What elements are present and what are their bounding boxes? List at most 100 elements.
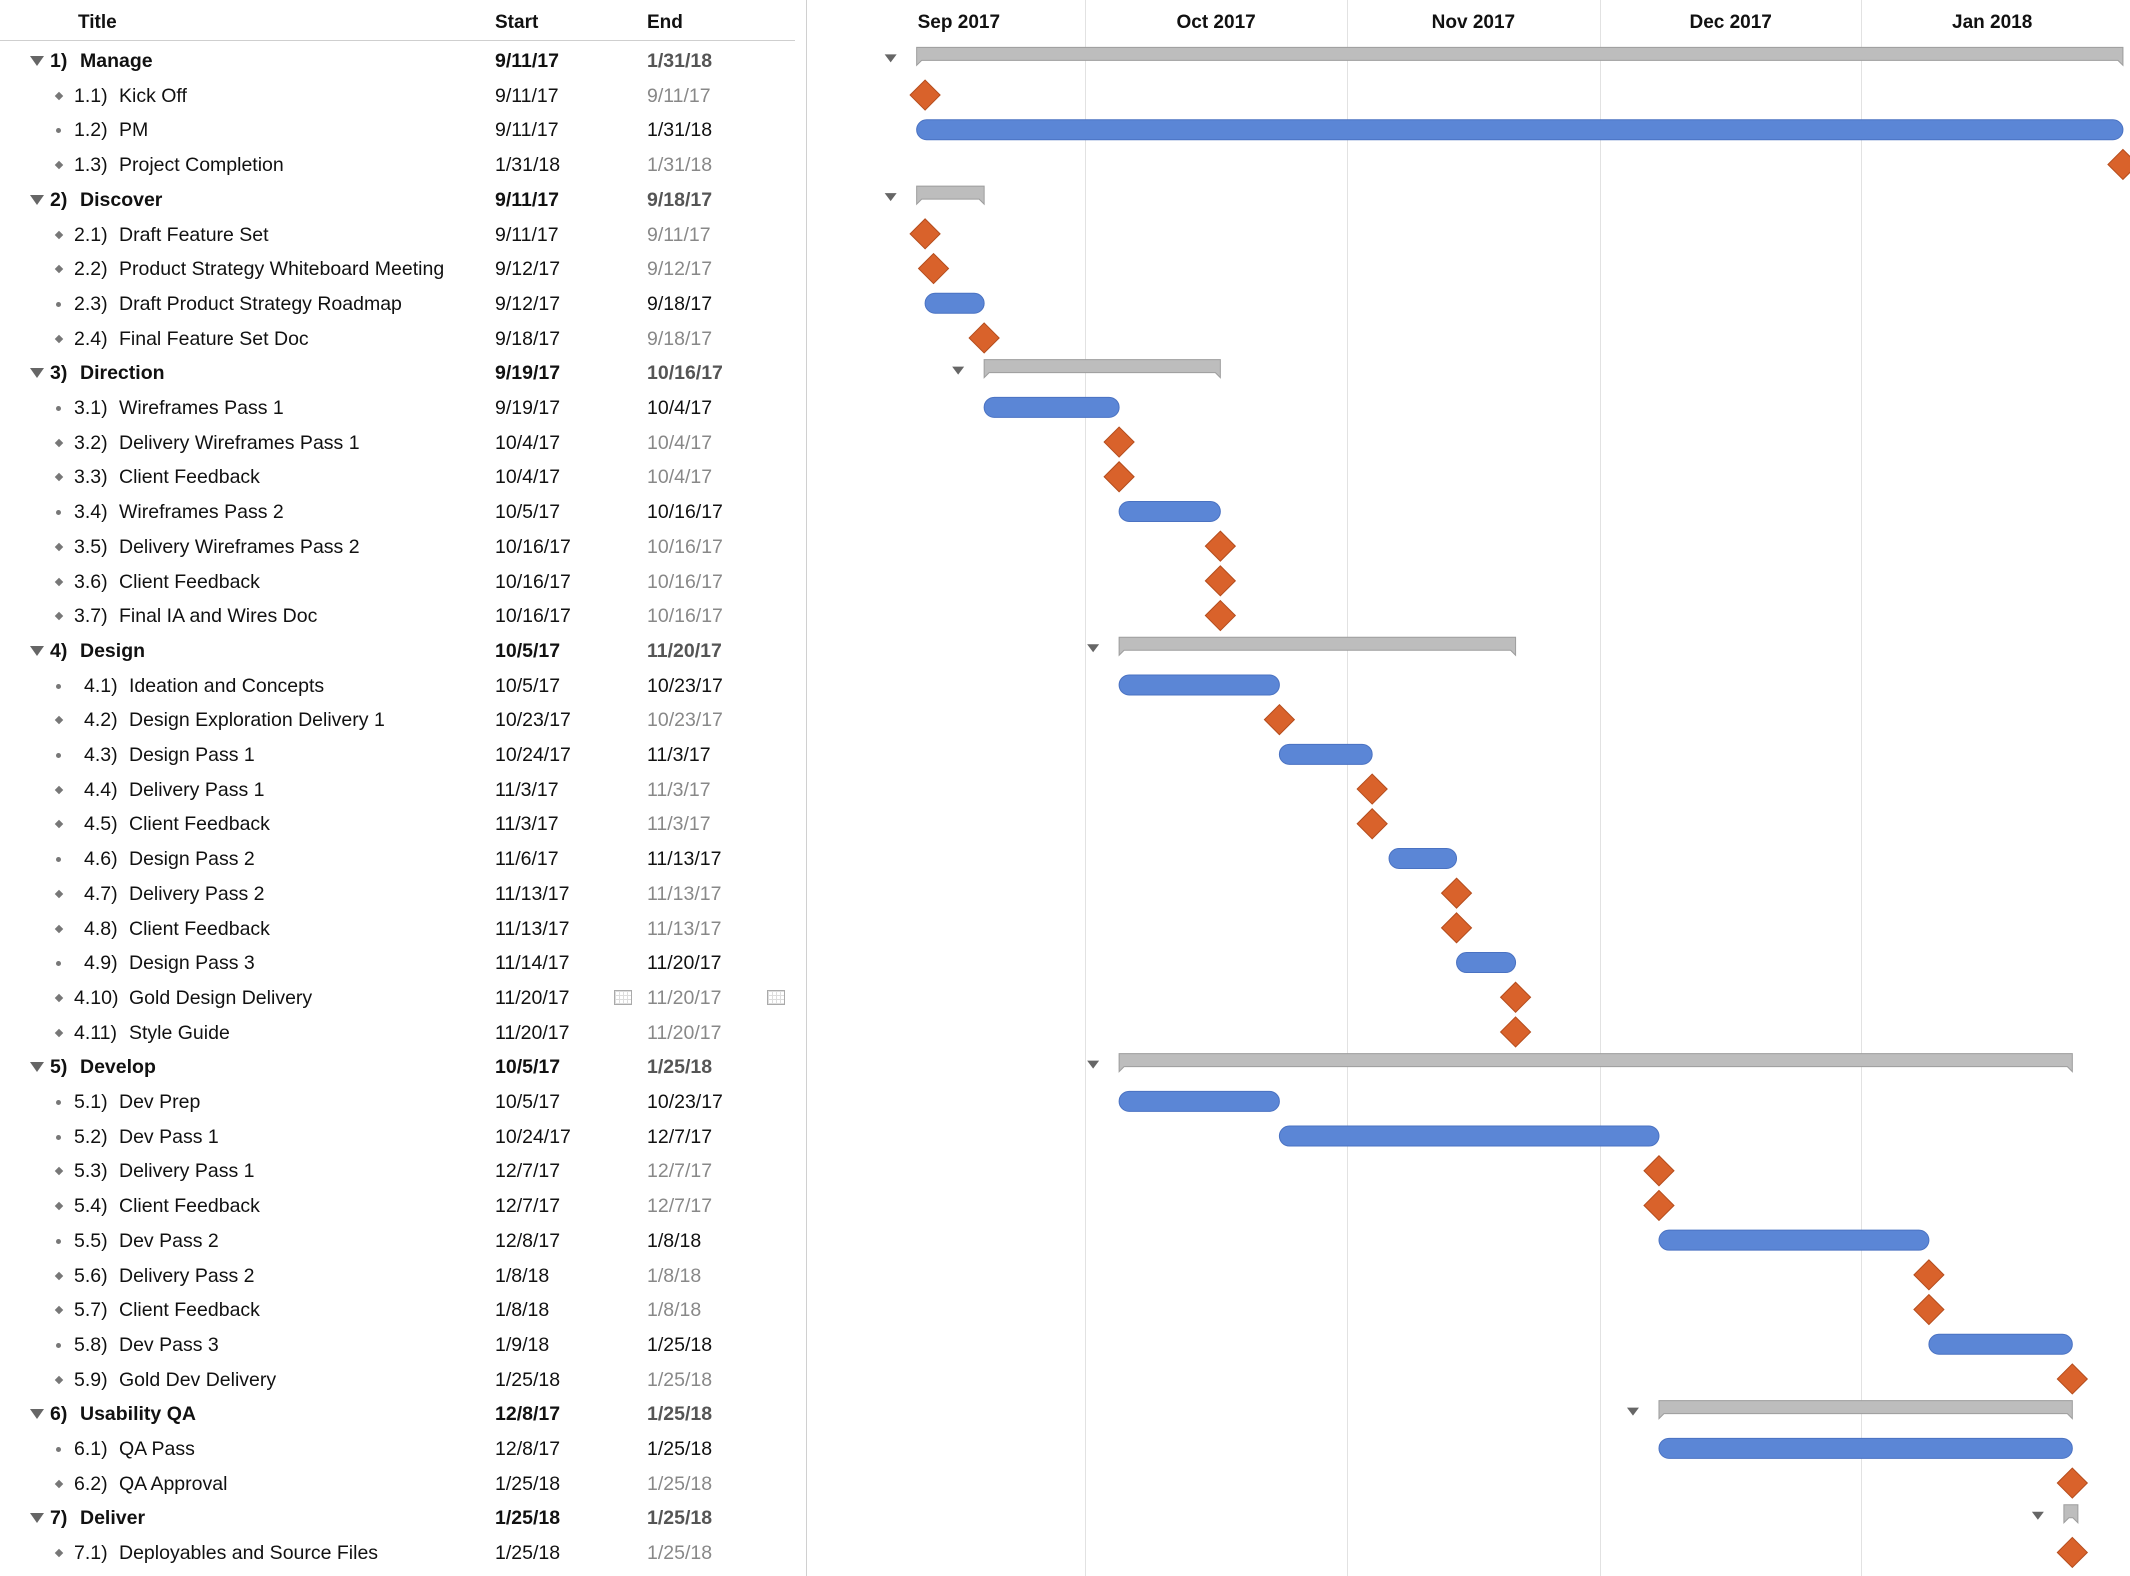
task-row-1-1[interactable]: 1.1) Kick Off 9/11/17 9/11/17 <box>0 78 795 112</box>
milestone-diamond[interactable] <box>1499 1016 1532 1048</box>
task-end-date[interactable]: 11/20/17 <box>647 1021 722 1044</box>
task-title[interactable]: Usability QA <box>80 1403 196 1426</box>
task-row-6-1[interactable]: 6.1) QA Pass 12/8/17 1/25/18 <box>0 1431 795 1465</box>
task-start-date[interactable]: 10/23/17 <box>495 709 571 732</box>
task-end-date[interactable]: 9/18/17 <box>647 188 713 211</box>
summary-bar[interactable] <box>2063 1504 2079 1524</box>
task-end-date[interactable]: 9/12/17 <box>647 258 713 281</box>
task-row-2-1[interactable]: 2.1) Draft Feature Set 9/11/17 9/11/17 <box>0 217 795 251</box>
task-start-date[interactable]: 12/8/17 <box>495 1229 561 1252</box>
task-start-date[interactable]: 9/12/17 <box>495 292 561 315</box>
task-start-date[interactable]: 10/5/17 <box>495 674 561 697</box>
task-start-date[interactable]: 11/13/17 <box>495 882 570 905</box>
task-bar[interactable] <box>1456 952 1517 974</box>
task-end-date[interactable]: 10/16/17 <box>647 501 723 524</box>
task-title[interactable]: Delivery Pass 1 <box>129 778 265 801</box>
task-row-2-3[interactable]: 2.3) Draft Product Strategy Roadmap 9/12/1… <box>0 286 795 320</box>
group-row-3[interactable]: 3) Direction 9/19/17 10/16/17 <box>0 355 795 389</box>
task-bar[interactable] <box>924 292 985 314</box>
task-end-date[interactable]: 1/31/18 <box>647 50 713 72</box>
task-end-date[interactable]: 1/25/18 <box>647 1472 713 1495</box>
task-row-4-11[interactable]: 4.11) Style Guide 11/20/17 11/20/17 <box>0 1015 795 1049</box>
task-end-date[interactable]: 10/16/17 <box>647 362 723 385</box>
task-start-date[interactable]: 1/9/18 <box>495 1333 550 1356</box>
task-row-5-5[interactable]: 5.5) Dev Pass 2 12/8/17 1/8/18 <box>0 1223 795 1257</box>
task-row-4-5[interactable]: 4.5) Client Feedback 11/3/17 11/3/17 <box>0 806 795 840</box>
task-title[interactable]: Design <box>80 639 146 662</box>
task-row-6-2[interactable]: 6.2) QA Approval 1/25/18 1/25/18 <box>0 1466 795 1500</box>
task-row-4-10[interactable]: 4.10) Gold Design Delivery 11/20/17 11/20/1… <box>0 980 795 1014</box>
milestone-diamond[interactable] <box>1913 1293 1945 1326</box>
group-row-1[interactable]: 1) Manage 9/11/17 1/31/18 <box>0 43 795 77</box>
task-end-date[interactable]: 11/3/17 <box>647 778 711 801</box>
task-end-date[interactable]: 1/25/18 <box>647 1438 713 1460</box>
task-title[interactable]: Gold Design Delivery <box>129 986 313 1009</box>
task-title[interactable]: Client Feedback <box>119 570 260 593</box>
column-header-start[interactable]: Start <box>495 12 539 33</box>
task-title[interactable]: Discover <box>80 188 163 211</box>
task-end-date[interactable]: 1/31/18 <box>647 154 713 177</box>
task-start-date[interactable]: 9/11/17 <box>495 50 559 72</box>
milestone-diamond[interactable] <box>1103 426 1135 458</box>
task-end-date[interactable]: 1/8/18 <box>647 1299 702 1322</box>
milestone-diamond[interactable] <box>1643 1155 1675 1187</box>
task-title[interactable]: Style Guide <box>129 1021 230 1044</box>
task-row-3-7[interactable]: 3.7) Final IA and Wires Doc 10/16/17 10/16/… <box>0 598 795 632</box>
task-title[interactable]: Delivery Wireframes Pass 2 <box>119 535 360 558</box>
group-row-6[interactable]: 6) Usability QA 12/8/17 1/25/18 <box>0 1396 795 1430</box>
task-start-date[interactable]: 12/8/17 <box>495 1403 561 1426</box>
task-title[interactable]: Draft Feature Set <box>119 223 269 246</box>
task-title[interactable]: PM <box>119 119 149 142</box>
disclosure-triangle-icon[interactable] <box>30 1409 44 1420</box>
task-title[interactable]: Wireframes Pass 2 <box>119 501 284 524</box>
task-title[interactable]: Final Feature Set Doc <box>119 327 309 350</box>
task-end-date[interactable]: 11/20/17 <box>647 639 722 662</box>
task-start-date[interactable]: 10/5/17 <box>495 1056 561 1079</box>
task-title[interactable]: Ideation and Concepts <box>129 674 325 697</box>
pane-divider[interactable] <box>806 0 807 1576</box>
task-end-date[interactable]: 1/8/18 <box>647 1264 702 1287</box>
task-start-date[interactable]: 9/11/17 <box>495 188 559 211</box>
task-start-date[interactable]: 1/25/18 <box>495 1472 561 1495</box>
task-end-date[interactable]: 1/31/18 <box>647 119 713 142</box>
task-end-date[interactable]: 11/20/17 <box>647 986 722 1009</box>
task-row-5-6[interactable]: 5.6) Delivery Pass 2 1/8/18 1/8/18 <box>0 1258 795 1292</box>
task-row-4-3[interactable]: 4.3) Design Pass 1 10/24/17 11/3/17 <box>0 737 795 771</box>
task-title[interactable]: Client Feedback <box>119 466 260 489</box>
task-title[interactable]: Deployables and Source Files <box>119 1542 379 1565</box>
task-start-date[interactable]: 10/5/17 <box>495 639 561 662</box>
task-bar[interactable] <box>1928 1333 2073 1355</box>
task-start-date[interactable]: 9/11/17 <box>495 84 559 107</box>
task-row-5-7[interactable]: 5.7) Client Feedback 1/8/18 1/8/18 <box>0 1292 795 1326</box>
milestone-diamond[interactable] <box>1356 808 1388 840</box>
task-end-date[interactable]: 12/7/17 <box>647 1160 713 1183</box>
task-title[interactable]: Delivery Pass 1 <box>119 1160 255 1183</box>
task-row-4-8[interactable]: 4.8) Client Feedback 11/13/17 11/13/17 <box>0 911 795 945</box>
task-title[interactable]: QA Pass <box>119 1438 195 1460</box>
collapse-triangle-icon[interactable] <box>884 54 897 63</box>
task-start-date[interactable]: 10/24/17 <box>495 744 571 766</box>
task-start-date[interactable]: 9/11/17 <box>495 223 559 246</box>
task-start-date[interactable]: 11/20/17 <box>495 1021 570 1044</box>
task-row-1-2[interactable]: 1.2) PM 9/11/17 1/31/18 <box>0 112 795 146</box>
task-bar[interactable] <box>1388 847 1458 869</box>
task-row-5-4[interactable]: 5.4) Client Feedback 12/7/17 12/7/17 <box>0 1188 795 1222</box>
task-row-3-6[interactable]: 3.6) Client Feedback 10/16/17 10/16/17 <box>0 564 795 598</box>
milestone-diamond[interactable] <box>2056 1536 2089 1569</box>
task-start-date[interactable]: 11/13/17 <box>495 917 570 940</box>
task-title[interactable]: Draft Product Strategy Roadmap <box>119 292 402 315</box>
task-row-4-2[interactable]: 4.2) Design Exploration Delivery 1 10/23/1… <box>0 702 795 736</box>
task-bar[interactable] <box>1118 500 1221 522</box>
task-title[interactable]: Kick Off <box>119 84 187 107</box>
task-start-date[interactable]: 9/19/17 <box>495 397 561 419</box>
group-row-2[interactable]: 2) Discover 9/11/17 9/18/17 <box>0 182 795 216</box>
collapse-triangle-icon[interactable] <box>2031 1511 2044 1520</box>
task-end-date[interactable]: 10/16/17 <box>647 570 723 593</box>
task-end-date[interactable]: 9/18/17 <box>647 292 713 315</box>
milestone-diamond[interactable] <box>917 252 950 285</box>
task-end-date[interactable]: 11/3/17 <box>647 744 711 766</box>
task-row-3-4[interactable]: 3.4) Wireframes Pass 2 10/5/17 10/16/17 <box>0 494 795 528</box>
task-start-date[interactable]: 1/8/18 <box>495 1264 550 1287</box>
task-end-date[interactable]: 1/8/18 <box>647 1229 702 1252</box>
task-start-date[interactable]: 10/4/17 <box>495 466 561 489</box>
